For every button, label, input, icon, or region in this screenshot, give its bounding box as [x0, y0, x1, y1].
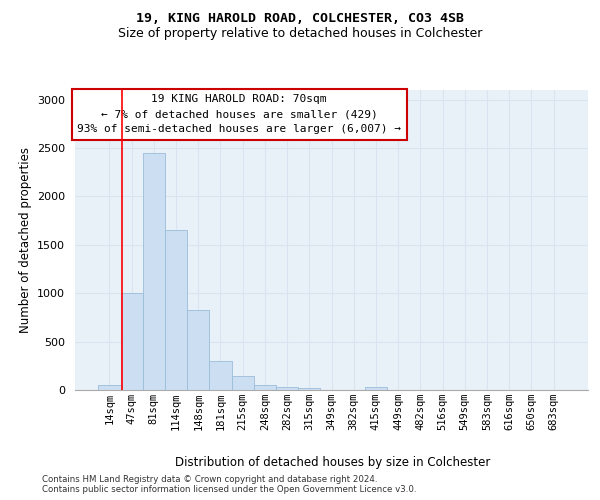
- Y-axis label: Number of detached properties: Number of detached properties: [19, 147, 32, 333]
- Text: Distribution of detached houses by size in Colchester: Distribution of detached houses by size …: [175, 456, 491, 469]
- Bar: [165, 230, 187, 390]
- Bar: [276, 386, 298, 390]
- Bar: [209, 361, 232, 390]
- Bar: [254, 385, 276, 390]
- Text: 19, KING HAROLD ROAD, COLCHESTER, CO3 4SB: 19, KING HAROLD ROAD, COLCHESTER, CO3 4S…: [136, 12, 464, 26]
- Bar: [298, 388, 320, 390]
- Bar: [143, 153, 165, 390]
- Bar: [232, 376, 254, 390]
- Bar: [121, 293, 143, 390]
- Text: Contains HM Land Registry data © Crown copyright and database right 2024.
Contai: Contains HM Land Registry data © Crown c…: [42, 474, 416, 494]
- Bar: [98, 385, 121, 390]
- Bar: [365, 387, 387, 390]
- Text: Size of property relative to detached houses in Colchester: Size of property relative to detached ho…: [118, 28, 482, 40]
- Text: 19 KING HAROLD ROAD: 70sqm
← 7% of detached houses are smaller (429)
93% of semi: 19 KING HAROLD ROAD: 70sqm ← 7% of detac…: [77, 94, 401, 134]
- Bar: [187, 310, 209, 390]
